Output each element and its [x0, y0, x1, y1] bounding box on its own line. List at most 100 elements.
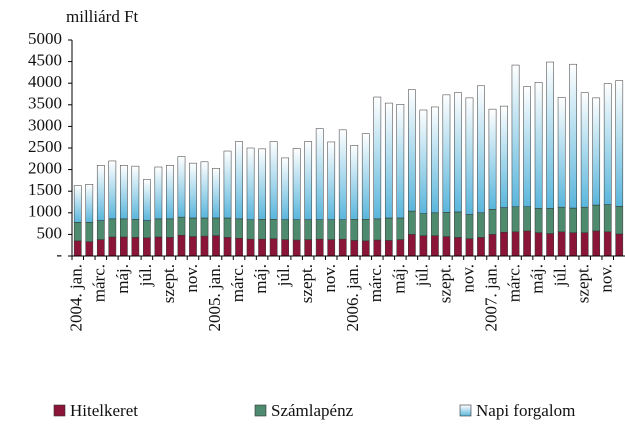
bar	[304, 141, 313, 220]
bar	[119, 218, 128, 238]
bar	[442, 94, 451, 213]
bar	[154, 236, 163, 257]
x-tick-label: nov.	[182, 264, 201, 293]
bar	[85, 184, 94, 223]
bar	[143, 220, 151, 239]
x-tick-label: márc.	[366, 264, 385, 302]
x-tick-label: júl.	[136, 264, 155, 287]
bar	[361, 219, 370, 242]
x-tick-label: márc.	[90, 264, 109, 302]
x-tick-label: júl.	[274, 264, 293, 287]
bar	[304, 239, 313, 257]
bar	[419, 109, 428, 214]
bar	[212, 235, 220, 257]
y-tick-label: 2000	[28, 159, 62, 178]
bar	[315, 238, 324, 257]
x-tick-label: júl.	[412, 264, 431, 287]
bar	[73, 240, 82, 257]
bar	[246, 219, 255, 240]
bar	[166, 237, 174, 257]
bar	[189, 217, 197, 237]
bar	[108, 160, 117, 220]
bar	[189, 162, 197, 219]
bar	[408, 234, 416, 257]
bar	[338, 129, 347, 220]
x-tick-label: 2004. jan.	[67, 264, 86, 332]
bar	[511, 231, 520, 257]
bar	[477, 85, 485, 214]
y-tick-label: 5000	[28, 29, 62, 48]
bar	[373, 218, 382, 241]
x-tick-label: máj.	[251, 264, 270, 294]
bar	[442, 212, 451, 237]
y-tick-label: 1500	[28, 180, 62, 199]
bar	[73, 222, 82, 242]
bar	[143, 179, 151, 221]
bar	[615, 206, 624, 235]
bar	[557, 97, 566, 208]
bar	[361, 133, 370, 220]
bar	[212, 217, 220, 236]
legend-swatch	[459, 404, 472, 417]
bar	[108, 236, 117, 257]
bar	[546, 233, 554, 257]
bar	[200, 161, 209, 219]
legend-swatch	[254, 404, 267, 417]
bar	[223, 217, 232, 238]
bar	[85, 222, 94, 242]
bar	[396, 217, 405, 240]
bar	[258, 238, 266, 257]
bar	[96, 239, 105, 257]
bar	[488, 108, 497, 210]
bar	[431, 212, 439, 236]
bar	[223, 237, 232, 257]
y-tick-label: 500	[37, 223, 63, 242]
bar	[488, 234, 497, 257]
bar	[166, 165, 174, 220]
bar	[96, 220, 105, 240]
bar	[580, 92, 589, 208]
bar	[177, 156, 186, 218]
bar	[373, 239, 382, 257]
bar	[546, 208, 554, 234]
bar	[569, 207, 578, 233]
bar	[488, 209, 497, 235]
bar	[223, 150, 232, 219]
legend-label: Napi forgalom	[476, 401, 575, 420]
y-tick-label: 3500	[28, 94, 62, 113]
bar	[212, 168, 220, 219]
y-tick-label: 3000	[28, 115, 62, 134]
legend-swatch	[53, 404, 66, 417]
bar	[465, 238, 474, 257]
bar	[615, 80, 624, 207]
bar	[177, 216, 186, 236]
x-tick-label: júl.	[551, 264, 570, 287]
bar	[580, 206, 589, 233]
y-tick-label: 4500	[28, 51, 62, 70]
bar	[327, 219, 336, 240]
bar	[408, 89, 416, 212]
bar	[338, 238, 347, 257]
bar	[546, 61, 554, 209]
bar	[603, 204, 612, 233]
x-tick-label: máj.	[389, 264, 408, 294]
bar	[477, 237, 485, 257]
bar	[454, 237, 462, 257]
bar	[350, 219, 359, 241]
bar	[143, 237, 151, 257]
bar	[580, 232, 589, 257]
bar	[166, 218, 174, 238]
bar	[557, 231, 566, 257]
bar	[177, 235, 186, 257]
bar	[454, 211, 462, 238]
bar	[85, 241, 94, 257]
bar	[592, 204, 601, 232]
bar	[350, 145, 359, 220]
bar	[442, 236, 451, 257]
bar	[235, 218, 243, 239]
bar	[327, 239, 336, 257]
bar	[292, 219, 301, 241]
x-tick-label: máj.	[113, 264, 132, 294]
bar	[511, 206, 520, 233]
